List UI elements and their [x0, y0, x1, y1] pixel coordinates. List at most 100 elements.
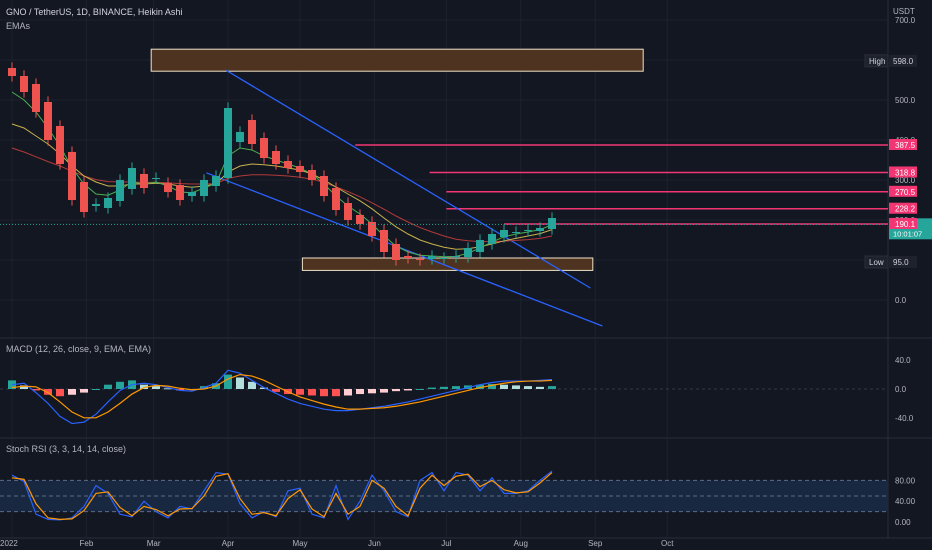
macd-histogram-bar — [332, 389, 340, 397]
supply-demand-zone — [150, 48, 644, 72]
stoch-d-line — [11, 472, 553, 521]
indicator-label[interactable]: EMAs — [6, 21, 31, 31]
candle-body — [224, 108, 232, 178]
macd-histogram-bar — [116, 381, 124, 389]
candle-body — [308, 170, 316, 180]
candle-body — [296, 166, 304, 172]
candle-body — [68, 152, 76, 200]
level-tag-label: 387.5 — [895, 141, 916, 150]
candle-body — [188, 192, 196, 196]
stoch-k-line — [11, 470, 553, 521]
macd-histogram-bar — [548, 386, 556, 389]
y-tick-label: 0.0 — [895, 296, 907, 305]
level-tag-label: 318.8 — [895, 168, 916, 177]
macd-histogram-bar — [236, 377, 244, 389]
level-tag — [889, 202, 917, 214]
macd-y-tick-label: 40.0 — [895, 356, 911, 365]
macd-histogram-bar — [44, 389, 52, 395]
candle-body — [140, 174, 148, 188]
candle-body — [380, 230, 388, 252]
countdown-label: 10:01:07 — [893, 229, 922, 238]
candle-body — [44, 102, 52, 140]
candle-body — [248, 120, 256, 144]
macd-title[interactable]: MACD (12, 26, close, 9, EMA, EMA) — [6, 344, 152, 354]
candle-body — [128, 168, 136, 189]
x-tick-label: Apr — [222, 539, 235, 548]
high-value-tag — [889, 54, 917, 67]
y-tick-label: 300.0 — [895, 176, 916, 185]
macd-histogram-bar — [344, 389, 352, 396]
level-tag-label: 228.2 — [895, 205, 916, 214]
macd-histogram-bar — [392, 389, 400, 392]
level-tag-label: 190.1 — [895, 220, 916, 229]
level-tag — [889, 139, 917, 150]
macd-histogram-bar — [452, 386, 460, 389]
candle-body — [344, 203, 352, 220]
macd-histogram-bar — [476, 384, 484, 389]
macd-histogram-bar — [368, 389, 376, 394]
low-tag — [864, 255, 889, 269]
candle-body — [32, 84, 40, 112]
x-tick-label: Sep — [588, 539, 603, 548]
macd-signal-line — [11, 373, 553, 419]
macd-histogram-bar — [140, 384, 148, 389]
candle-body — [332, 188, 340, 210]
stoch-y-tick-label: 80.00 — [895, 476, 916, 485]
candle-body — [236, 132, 244, 142]
trendline — [225, 69, 591, 289]
macd-histogram-bar — [224, 374, 232, 389]
macd-histogram-bar — [500, 384, 508, 389]
candle-body — [548, 218, 556, 229]
macd-histogram-bar — [404, 389, 412, 391]
macd-y-tick-label: -40.0 — [895, 414, 914, 423]
candle-body — [464, 248, 472, 257]
candle-body — [176, 185, 184, 200]
candle-body — [272, 151, 280, 164]
macd-histogram-bar — [56, 389, 64, 397]
level-tag — [889, 217, 917, 229]
y-tick-label: 700.0 — [895, 16, 916, 25]
candle-body — [512, 232, 520, 233]
macd-histogram-bar — [92, 389, 100, 390]
macd-histogram-bar — [488, 383, 496, 389]
level-tag — [889, 166, 917, 178]
stoch-rsi-title[interactable]: Stoch RSI (3, 3, 14, 14, close) — [6, 444, 127, 454]
macd-histogram-bar — [260, 387, 268, 389]
macd-histogram-bar — [428, 387, 436, 389]
macd-histogram-bar — [104, 384, 112, 389]
low-label: Low — [869, 258, 884, 267]
candle-body — [488, 234, 496, 244]
macd-histogram-bar — [20, 385, 28, 389]
x-tick-label: Jun — [368, 539, 381, 548]
macd-histogram-bar — [440, 386, 448, 389]
macd-histogram-bar — [68, 389, 76, 395]
candle-body — [116, 180, 124, 201]
candle-body — [320, 176, 328, 196]
level-tag-label: 270.5 — [895, 188, 916, 197]
high-label: High — [869, 57, 885, 66]
candle-body — [428, 256, 436, 259]
x-tick-label: Oct — [661, 539, 674, 548]
candle-body — [20, 76, 28, 92]
candle-body — [368, 222, 376, 236]
candle-body — [284, 161, 292, 168]
candle-body — [536, 228, 544, 231]
candle-body — [476, 240, 484, 252]
trendline — [206, 172, 603, 327]
candle-body — [440, 258, 448, 259]
x-tick-label: May — [292, 539, 307, 548]
candle-body — [92, 204, 100, 206]
macd-histogram-bar — [248, 381, 256, 389]
stoch-y-tick-label: 0.00 — [895, 518, 911, 527]
supply-demand-zone — [301, 257, 594, 271]
candle-body — [260, 138, 268, 158]
stoch-y-tick-label: 40.00 — [895, 497, 916, 506]
candle-body — [152, 178, 160, 179]
macd-histogram-bar — [380, 389, 388, 393]
macd-histogram-bar — [176, 389, 184, 391]
macd-histogram-bar — [320, 389, 328, 397]
macd-histogram-bar — [512, 385, 520, 389]
macd-histogram-bar — [296, 389, 304, 395]
macd-histogram-bar — [356, 389, 364, 395]
